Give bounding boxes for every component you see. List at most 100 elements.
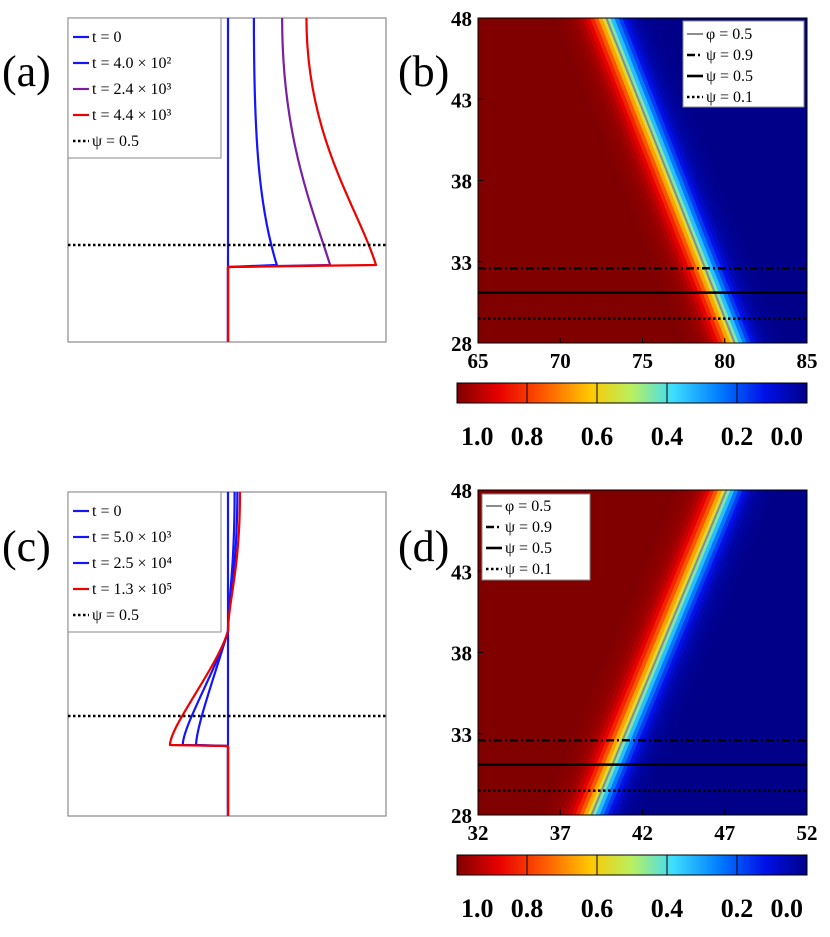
legend-label-c-3: t = 1.3 × 10⁵ [92, 581, 172, 598]
d-band-9 [575, 490, 715, 815]
panel-d-legend: φ = 0.5 ψ = 0.9 ψ = 0.5 ψ = 0.1 [481, 493, 591, 581]
legend-label-c-0: t = 0 [92, 503, 121, 520]
b-ytick-label-2: 38 [451, 170, 472, 194]
d-cbar-label-4: 0.2 [721, 894, 754, 923]
d-band-18 [611, 490, 752, 815]
b-band-21 [638, 18, 772, 343]
d-band-24 [636, 490, 776, 815]
b-xtick-label-1: 70 [550, 349, 571, 373]
d-cbar-label-3: 0.4 [651, 894, 684, 923]
panel-b-legend: φ = 0.5 ψ = 0.9 ψ = 0.5 ψ = 0.1 [682, 20, 805, 108]
d-band-3 [551, 490, 691, 815]
legend-label-c-4: ψ = 0.5 [92, 607, 139, 624]
d-band-6 [563, 490, 703, 815]
b-overlay-line-0 [605, 18, 736, 343]
d-band-20 [619, 490, 760, 815]
panel-a-tag: (a) [2, 47, 51, 96]
b-band-15 [614, 18, 748, 343]
b-band-16 [618, 18, 752, 343]
b-band-18 [626, 18, 760, 343]
b-cbar-label-2: 0.6 [581, 422, 614, 451]
legend-label-b-1: ψ = 0.9 [706, 47, 753, 64]
b-band-10 [594, 18, 727, 343]
b-band-8 [586, 18, 719, 343]
legend-label-d-0: φ = 0.5 [505, 498, 551, 515]
panel-c-legend-box [67, 491, 222, 633]
b-cbar-label-5: 0.0 [771, 422, 804, 451]
d-band-15 [599, 490, 739, 815]
panel-b-y-ticks: 28 33 38 43 48 [451, 7, 483, 356]
legend-label-d-3: ψ = 0.1 [505, 561, 552, 578]
d-band-13 [591, 490, 731, 815]
b-band-5 [573, 18, 707, 343]
d-xtick-label-4: 52 [797, 821, 818, 845]
panel-c-tag: (c) [2, 522, 51, 571]
d-cbar-label-2: 0.6 [581, 894, 614, 923]
panel-b-legend-box [682, 20, 805, 108]
d-band-25 [640, 490, 780, 815]
panel-b-colorbar: 1.0 0.8 0.6 0.4 0.2 0.0 [456, 382, 808, 451]
b-band-6 [577, 18, 711, 343]
series-line-a-curves-2 [226, 17, 332, 342]
d-band-23 [631, 490, 772, 815]
series-line-a-curves-3 [226, 17, 378, 342]
b-cbar-label-0: 1.0 [461, 422, 494, 451]
legend-label-d-2: ψ = 0.5 [505, 540, 552, 557]
d-band-0 [538, 490, 679, 815]
b-band-2 [561, 18, 695, 343]
b-xtick-label-4: 85 [797, 349, 818, 373]
d-xtick-label-1: 37 [550, 821, 571, 845]
panel-c-curves [68, 491, 386, 816]
b-band-23 [646, 18, 780, 343]
panel-c: (c) t = 0 t = 5.0 × 10³ t = 2.5 × 10⁴ t = 1… [2, 491, 387, 817]
series-line-a-curves-1 [226, 17, 278, 342]
series-line-c-curves-3 [168, 491, 242, 816]
d-band-11 [583, 490, 723, 815]
panel-b-x-ticks: 65 70 75 80 85 [468, 338, 818, 373]
b-ytick-label-3: 43 [451, 88, 472, 112]
panel-a-legend: t = 0 t = 4.0 × 10² t = 2.4 × 10³ t = 4.4 ×… [67, 17, 222, 159]
d-cbar-label-1: 0.8 [511, 894, 544, 923]
d-band-10 [579, 490, 719, 815]
b-ytick-label-1: 33 [451, 251, 472, 275]
panel-a-curves [68, 17, 386, 342]
b-band-11 [598, 18, 731, 343]
d-band-7 [567, 490, 707, 815]
b-band-22 [642, 18, 776, 343]
b-band-7 [582, 18, 715, 343]
d-overlay-line-0 [590, 490, 728, 815]
legend-label-b-2: ψ = 0.5 [706, 68, 753, 85]
d-ytick-label-0: 28 [451, 804, 472, 828]
b-cbar-label-3: 0.4 [651, 422, 684, 451]
legend-label-a-4: ψ = 0.5 [92, 133, 139, 150]
panel-d-tag: (d) [398, 522, 449, 571]
panel-c-legend: t = 0 t = 5.0 × 10³ t = 2.5 × 10⁴ t = 1.3 ×… [67, 491, 222, 633]
d-band-19 [615, 490, 756, 815]
d-ytick-label-3: 43 [451, 560, 472, 584]
panel-d-x-ticks: 32 37 42 47 52 [468, 810, 818, 845]
legend-label-a-3: t = 4.4 × 10³ [92, 107, 171, 124]
panel-d: (d) 32 37 42 47 52 28 33 38 43 48 φ = 0.5 ψ = 0.9… [398, 479, 818, 923]
b-band-19 [630, 18, 764, 343]
d-xtick-label-2: 42 [632, 821, 653, 845]
b-band-4 [569, 18, 703, 343]
panel-a: (a) t = 0 t = 4.0 × 10² t = 2.4 × 10³ t = 4… [2, 17, 387, 343]
panel-a-legend-box [67, 17, 222, 159]
d-band-22 [627, 490, 768, 815]
d-ytick-label-2: 38 [451, 642, 472, 666]
legend-label-a-2: t = 2.4 × 10³ [92, 81, 171, 98]
d-band-2 [546, 490, 687, 815]
d-ytick-label-4: 48 [451, 479, 472, 503]
panel-d-legend-box [481, 493, 591, 581]
legend-label-c-1: t = 5.0 × 10³ [92, 529, 171, 546]
d-band-16 [603, 490, 743, 815]
b-band-3 [565, 18, 699, 343]
legend-label-a-1: t = 4.0 × 10² [92, 55, 171, 72]
panel-b-tag: (b) [398, 47, 449, 96]
b-xtick-label-3: 80 [714, 349, 735, 373]
d-band-17 [607, 490, 747, 815]
b-cbar-label-1: 0.8 [511, 422, 544, 451]
b-red-region [478, 18, 682, 343]
d-band-5 [559, 490, 699, 815]
b-ytick-label-0: 28 [451, 332, 472, 356]
